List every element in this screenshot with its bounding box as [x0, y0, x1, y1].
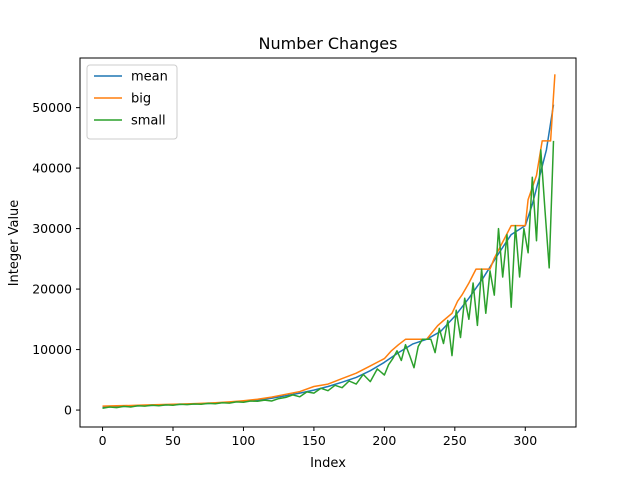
- legend-label-mean: mean: [131, 70, 168, 85]
- x-axis-ticks: 0 50 100 150 200 250 300: [99, 427, 537, 448]
- y-tick-label: 10000: [32, 342, 72, 357]
- plot-series-group: [102, 74, 556, 409]
- x-tick-label: 250: [443, 433, 467, 448]
- legend-label-big: big: [131, 92, 151, 107]
- x-tick-label: 0: [99, 433, 107, 448]
- series-line-big: [102, 74, 556, 407]
- chart-title: Number Changes: [259, 34, 398, 53]
- y-axis-ticks: 0 10000 20000 30000 40000 50000: [32, 100, 80, 418]
- y-tick-label: 20000: [32, 282, 72, 297]
- legend: mean big small: [86, 64, 178, 140]
- legend-label-small: small: [131, 114, 166, 129]
- x-tick-label: 100: [232, 433, 256, 448]
- x-tick-label: 50: [165, 433, 181, 448]
- x-tick-label: 150: [302, 433, 326, 448]
- y-tick-label: 50000: [32, 100, 72, 115]
- series-line-small: [102, 140, 555, 409]
- y-tick-label: 0: [64, 403, 72, 418]
- y-tick-label: 30000: [32, 221, 72, 236]
- x-tick-label: 300: [513, 433, 537, 448]
- x-axis-label: Index: [310, 456, 346, 471]
- y-axis-label: Integer Value: [7, 200, 22, 287]
- y-tick-label: 40000: [32, 161, 72, 176]
- plot-area-frame: [79, 57, 577, 428]
- x-tick-label: 200: [372, 433, 396, 448]
